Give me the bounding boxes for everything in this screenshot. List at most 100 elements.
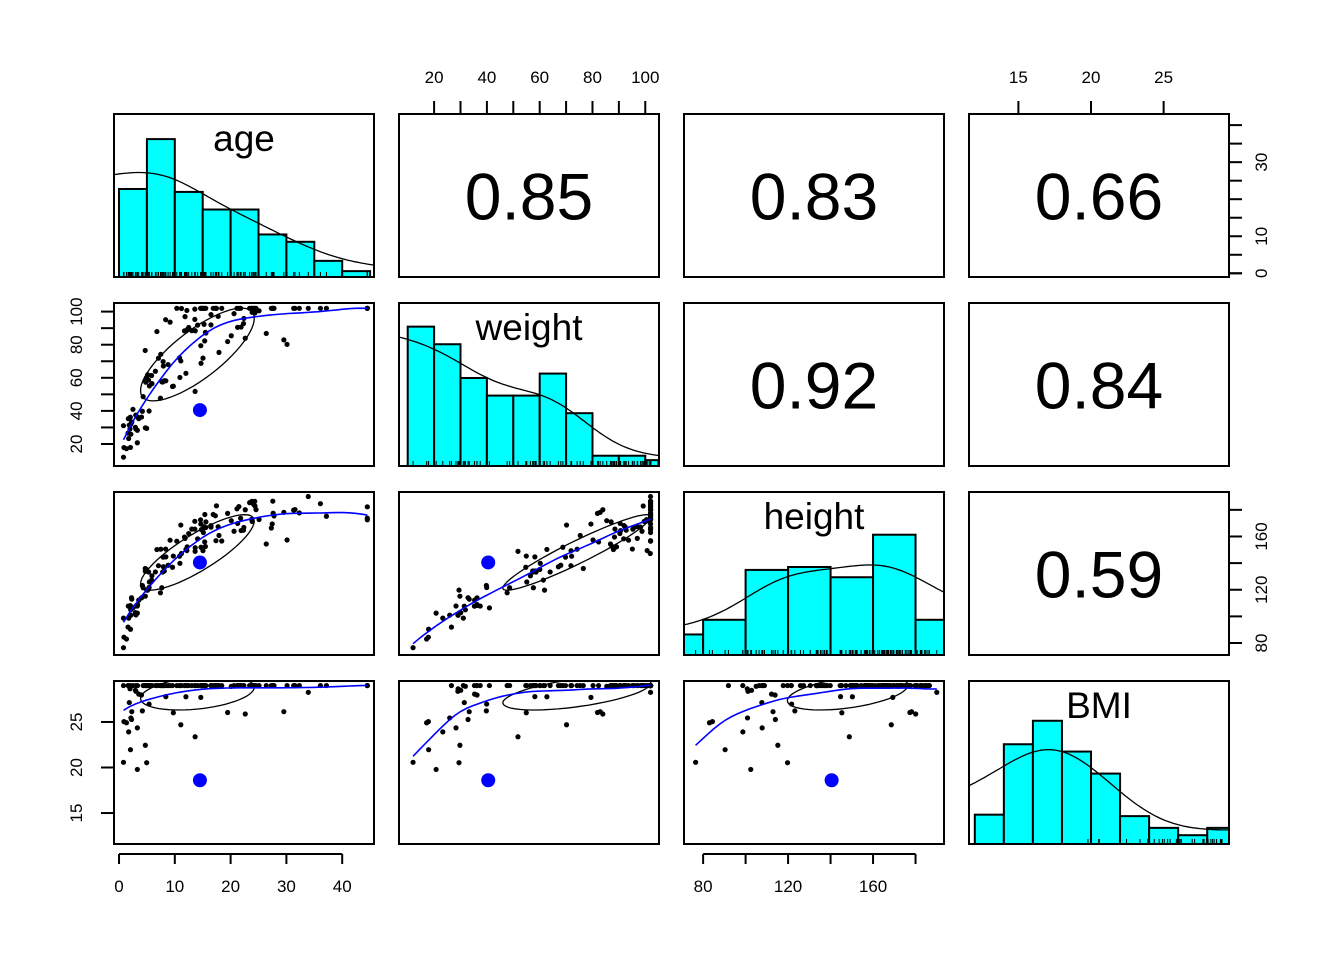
data-point	[292, 305, 298, 311]
data-point	[120, 423, 127, 429]
data-point	[167, 319, 173, 325]
data-point	[120, 759, 127, 765]
data-point	[544, 546, 550, 553]
data-point	[460, 615, 466, 621]
data-point	[849, 682, 855, 689]
data-point	[270, 498, 276, 504]
tick-label: 120	[1252, 576, 1271, 604]
loess-smooth-line	[123, 684, 368, 711]
data-point	[225, 510, 231, 516]
data-point	[219, 682, 225, 689]
data-point	[183, 370, 189, 376]
data-point	[784, 682, 791, 689]
data-point	[125, 682, 131, 689]
data-point	[202, 543, 209, 550]
tick-label: 100	[631, 68, 659, 87]
data-point	[600, 711, 606, 717]
panel-frame	[113, 302, 375, 467]
data-point	[202, 539, 208, 545]
correlation-ellipse	[139, 514, 255, 591]
tick-label: 15	[67, 804, 86, 823]
tick-label: 30	[1252, 153, 1271, 172]
data-point	[745, 688, 751, 694]
data-point	[192, 734, 198, 740]
scatter-panel-weight-vs-age	[113, 302, 375, 467]
data-point	[133, 688, 139, 694]
data-point	[639, 528, 645, 534]
data-point	[163, 317, 169, 323]
data-point	[126, 699, 132, 706]
data-point	[269, 521, 275, 527]
data-point	[864, 682, 871, 689]
histogram-bar	[459, 376, 488, 466]
data-point	[364, 682, 370, 689]
data-point	[159, 379, 165, 385]
histogram-bar	[565, 412, 594, 466]
data-point	[163, 546, 169, 552]
data-point	[142, 742, 148, 748]
data-point	[284, 341, 290, 347]
tick-label: 0	[1252, 269, 1271, 278]
panel-frame	[968, 302, 1230, 467]
panel-frame	[683, 302, 945, 467]
data-point	[577, 532, 583, 539]
histogram-bar	[538, 372, 568, 466]
data-point	[532, 554, 538, 560]
data-point	[170, 710, 176, 716]
data-point	[456, 760, 462, 766]
data-point	[145, 377, 152, 383]
data-point	[284, 537, 290, 543]
data-point	[617, 682, 623, 689]
data-point	[647, 504, 654, 510]
data-point	[296, 305, 302, 311]
data-point	[453, 725, 459, 731]
data-point	[647, 538, 654, 544]
data-point	[247, 500, 253, 506]
data-point	[934, 689, 940, 695]
tick-label: 40	[333, 877, 352, 896]
histogram-bar	[257, 233, 288, 277]
data-point	[174, 305, 180, 311]
histogram-bar	[744, 568, 790, 655]
data-point	[202, 511, 208, 518]
data-point	[192, 388, 198, 395]
loess-smooth-line	[412, 518, 651, 645]
data-point	[433, 766, 439, 773]
tick-label: 60	[530, 68, 549, 87]
data-point	[532, 694, 538, 700]
data-point	[483, 708, 489, 714]
histogram-bar	[1119, 815, 1151, 844]
tick-label: 25	[67, 713, 86, 732]
data-point	[486, 605, 493, 611]
data-point	[183, 694, 189, 700]
data-point	[465, 595, 471, 601]
data-point	[256, 682, 262, 689]
data-point	[819, 682, 825, 689]
data-point	[134, 766, 140, 773]
data-point	[610, 546, 617, 553]
data-point	[158, 546, 164, 552]
tick-label: 20	[67, 435, 86, 454]
data-point	[305, 689, 311, 695]
data-point	[595, 682, 602, 689]
data-point	[149, 372, 155, 379]
y-axis-left-weight: 20 40 60 80 100	[67, 297, 114, 453]
data-point	[203, 305, 209, 311]
tick-label: 160	[859, 877, 887, 896]
data-point	[580, 565, 586, 572]
histogram-bar	[1090, 772, 1122, 844]
data-point	[760, 682, 766, 689]
data-point	[292, 682, 298, 689]
scatter-panel-height-vs-weight	[398, 491, 660, 656]
variable-label: age	[213, 118, 275, 159]
data-point	[208, 322, 214, 328]
data-point	[612, 526, 618, 532]
data-point	[198, 694, 204, 700]
mean-point	[192, 555, 207, 570]
correlation-panel-height-BMI: 0.59	[968, 491, 1230, 656]
tick-label: 20	[221, 877, 240, 896]
data-point	[608, 519, 614, 525]
data-point	[182, 314, 188, 320]
data-point	[558, 682, 564, 689]
data-point	[142, 593, 148, 599]
